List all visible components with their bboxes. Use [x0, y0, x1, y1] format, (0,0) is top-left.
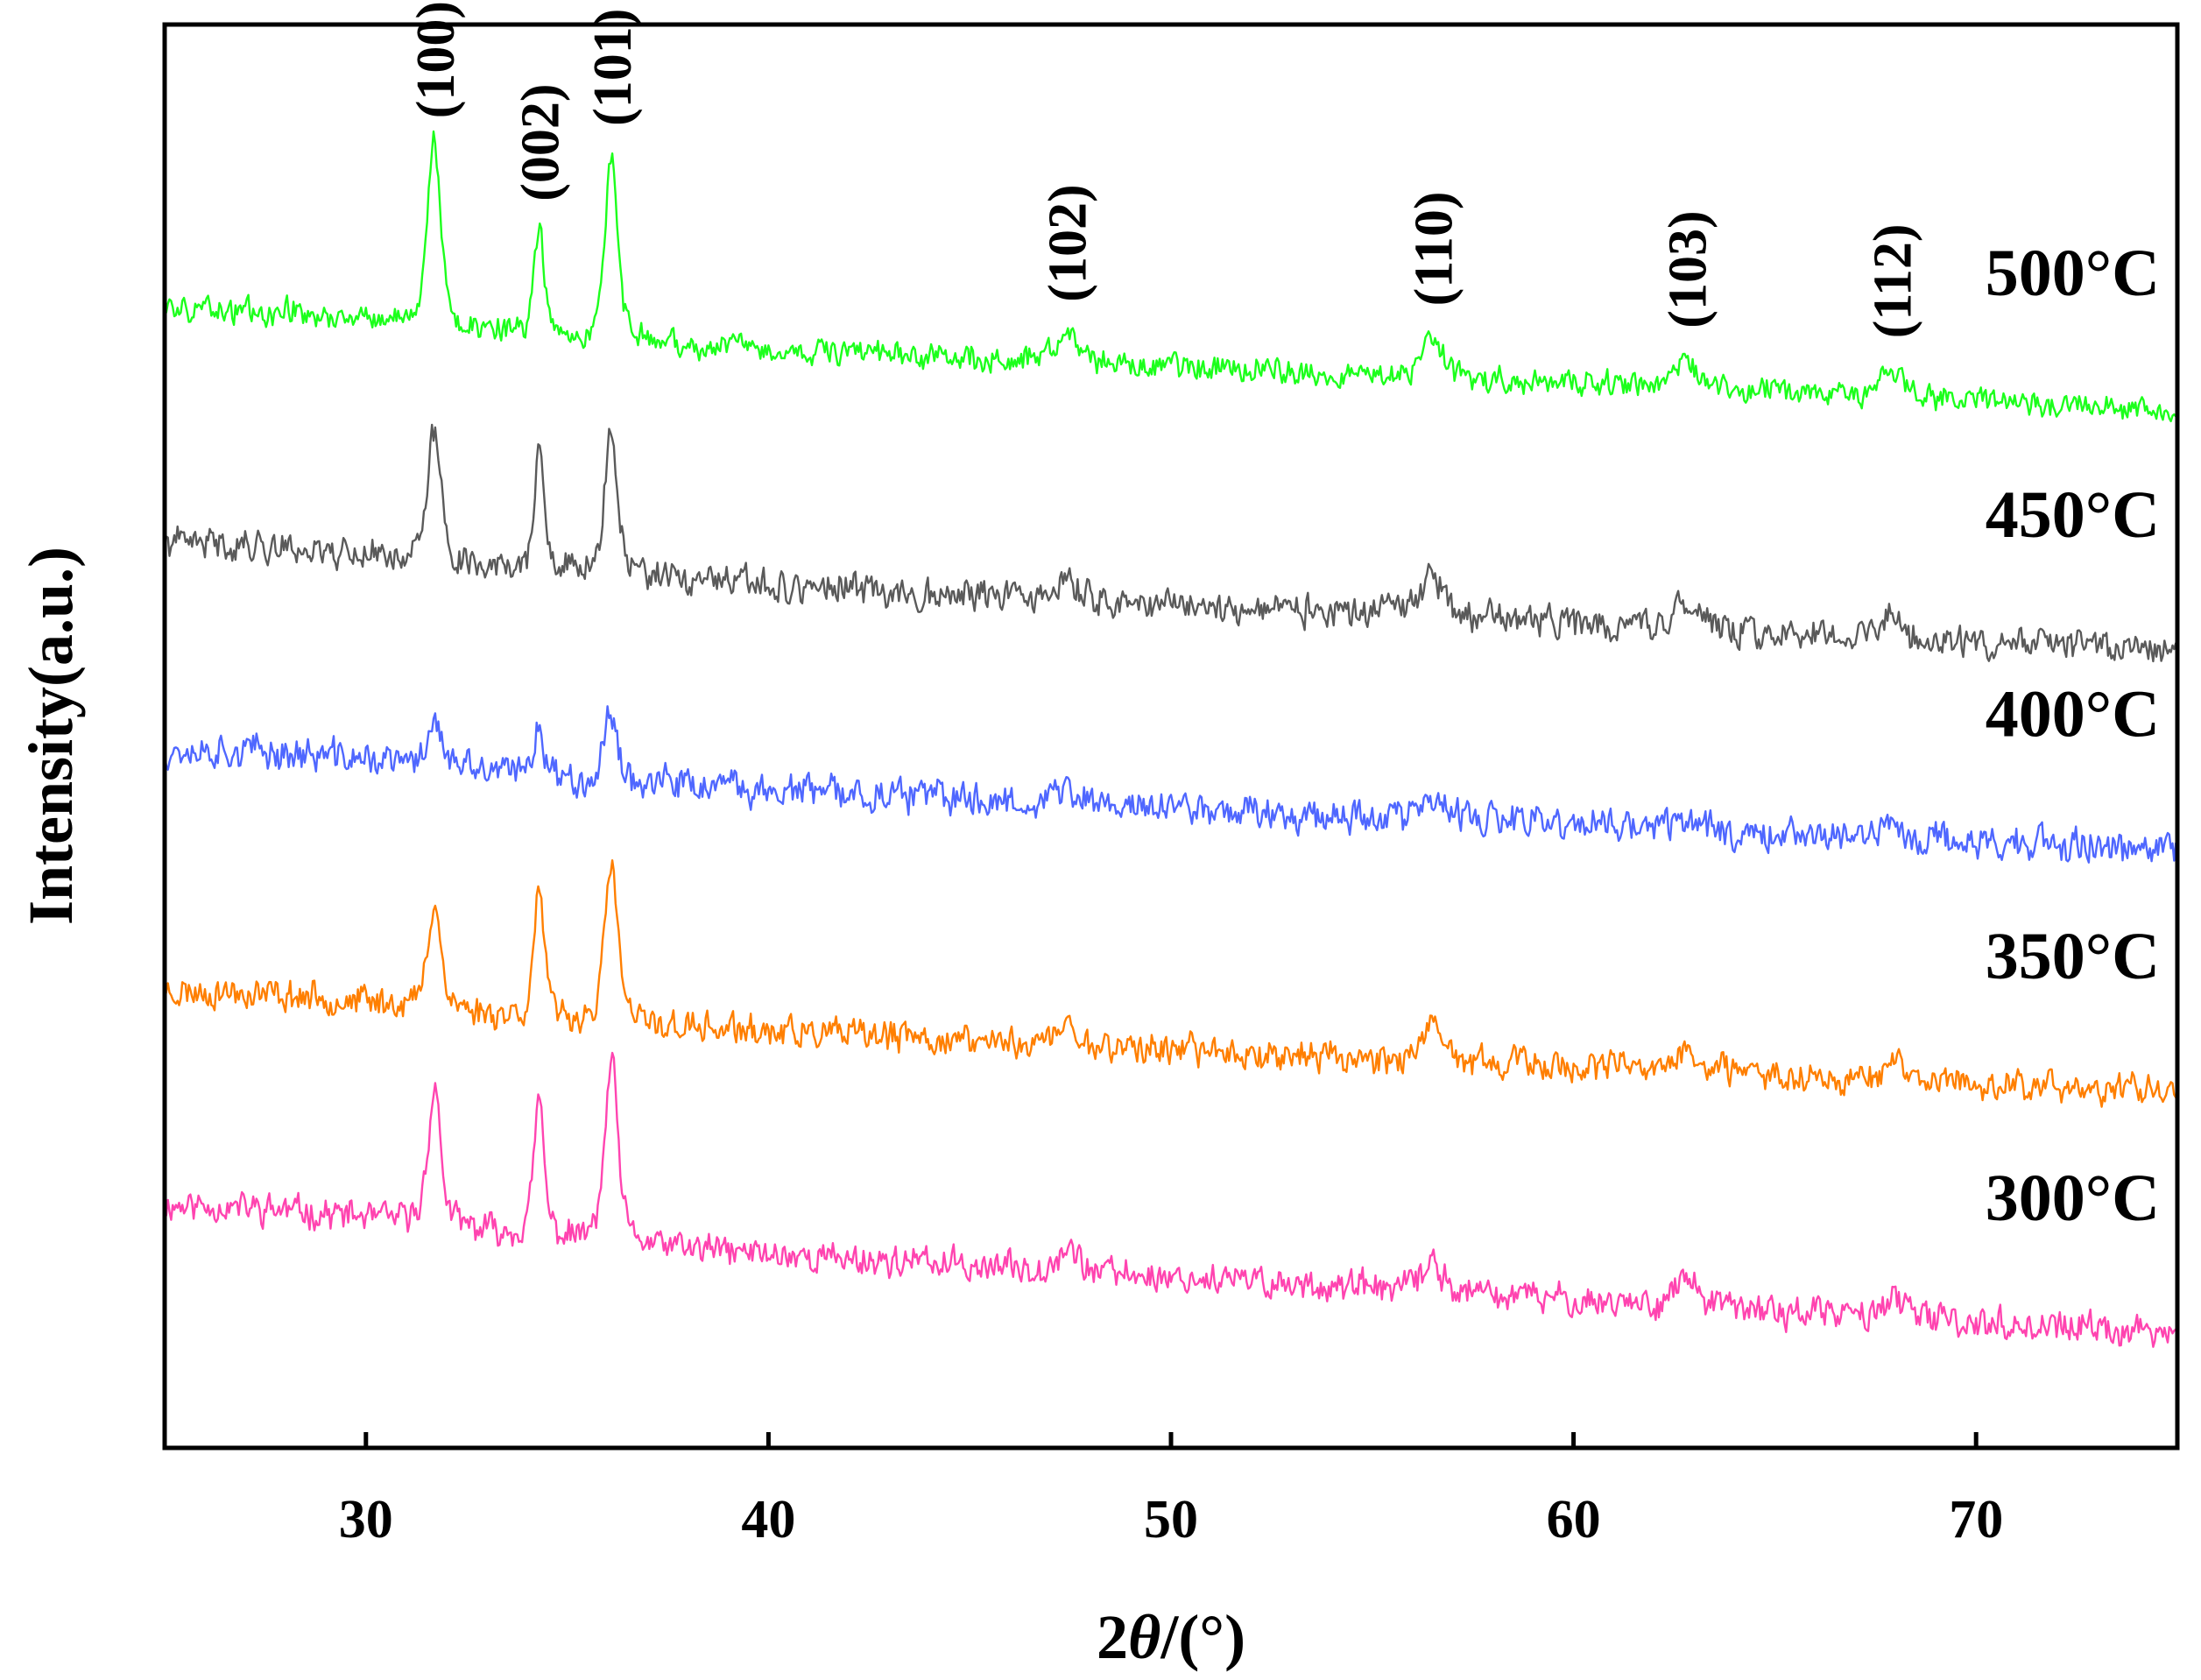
x-axis-title-prefix: 2	[1097, 1602, 1128, 1672]
series-label-400c: 400°C	[1986, 678, 2160, 752]
series-label-350c: 350°C	[1986, 920, 2160, 993]
series-line-500c	[164, 130, 2179, 423]
hkl-label-101: (101)	[583, 9, 643, 126]
y-axis-title: Intensity(a.u.)	[16, 547, 86, 925]
x-tick-label: 30	[339, 1490, 393, 1549]
annotation-layer: 300°C 350°C 400°C 450°C 500°C (100) (002)(101)…	[406, 1, 2160, 1235]
x-axis-title-theta: θ	[1128, 1602, 1160, 1672]
series-label-450c: 450°C	[1986, 478, 2160, 552]
hkl-label-102: (102)	[1039, 184, 1098, 301]
hkl-label-002: (002)	[511, 84, 570, 201]
x-tick-label: 60	[1547, 1490, 1601, 1549]
x-axis-title: 2θ/(°)	[1097, 1602, 1245, 1672]
hkl-label-103: (103)	[1658, 210, 1718, 328]
x-tick-label: 70	[1949, 1490, 2003, 1549]
hkl-label-112: (112)	[1864, 223, 1923, 338]
hkl-label-110: (110)	[1405, 192, 1464, 307]
series-label-500c: 500°C	[1986, 236, 2160, 310]
series-line-400c	[163, 705, 2179, 864]
series-line-300c	[164, 1051, 2179, 1348]
x-tick-label: 40	[741, 1490, 795, 1549]
series-line-450c	[163, 423, 2179, 663]
x-axis-ticks: 30 40 50 60 70	[339, 1432, 2003, 1549]
series-line-350c	[163, 859, 2179, 1108]
x-tick-label: 50	[1144, 1490, 1198, 1549]
series-label-300c: 300°C	[1986, 1161, 2160, 1235]
series-layer	[163, 130, 2179, 1348]
hkl-label-100: (100)	[406, 1, 466, 118]
x-axis-title-suffix: /(°)	[1160, 1602, 1245, 1672]
